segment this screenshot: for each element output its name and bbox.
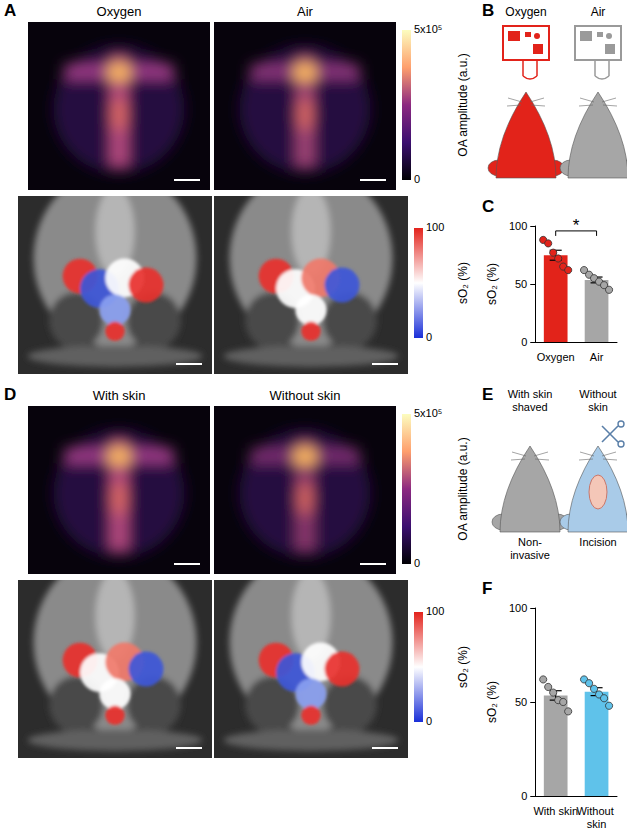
svg-text:100: 100 [509,602,527,614]
svg-text:100: 100 [426,221,444,233]
svg-text:100: 100 [426,605,444,617]
svg-text:invasive: invasive [510,549,550,561]
svg-text:sO₂ (%): sO₂ (%) [485,263,499,305]
svg-text:OA amplitude (a.u.): OA amplitude (a.u.) [456,53,470,156]
svg-text:F: F [482,579,492,598]
svg-text:D: D [4,385,16,404]
svg-text:0: 0 [521,336,527,348]
svg-text:sO₂ (%): sO₂ (%) [485,681,499,723]
svg-text:0: 0 [414,557,420,569]
svg-text:With skin: With skin [508,388,553,400]
svg-text:0: 0 [414,173,420,185]
svg-text:Non-: Non- [518,536,542,548]
svg-text:A: A [4,1,16,20]
svg-text:Without: Without [579,388,616,400]
svg-text:Oxygen: Oxygen [505,5,546,19]
svg-text:0: 0 [426,715,432,727]
svg-text:50: 50 [515,696,527,708]
svg-text:Air: Air [590,351,604,363]
svg-text:Air: Air [297,4,314,19]
svg-text:shaved: shaved [512,401,547,413]
svg-text:Oxygen: Oxygen [97,4,142,19]
svg-text:sO₂ (%): sO₂ (%) [456,262,470,304]
svg-text:5x10⁵: 5x10⁵ [414,407,442,419]
svg-text:B: B [482,1,494,20]
svg-text:0: 0 [521,790,527,802]
svg-text:With skin: With skin [533,805,578,817]
svg-text:sO₂ (%): sO₂ (%) [456,646,470,688]
svg-text:Without skin: Without skin [270,388,341,403]
svg-text:50: 50 [515,278,527,290]
svg-text:Air: Air [591,5,606,19]
svg-text:OA amplitude (a.u.): OA amplitude (a.u.) [456,437,470,540]
svg-text:skin: skin [588,401,608,413]
svg-text:*: * [573,216,580,235]
svg-text:Oxygen: Oxygen [537,351,575,363]
svg-text:5x10⁵: 5x10⁵ [414,23,442,35]
svg-text:C: C [482,197,494,216]
svg-text:Incision: Incision [579,536,616,548]
svg-text:With skin: With skin [93,388,146,403]
svg-text:100: 100 [509,220,527,232]
svg-text:0: 0 [426,331,432,343]
svg-text:E: E [482,385,493,404]
svg-text:Without: Without [576,805,616,817]
svg-text:skin: skin [587,818,607,830]
